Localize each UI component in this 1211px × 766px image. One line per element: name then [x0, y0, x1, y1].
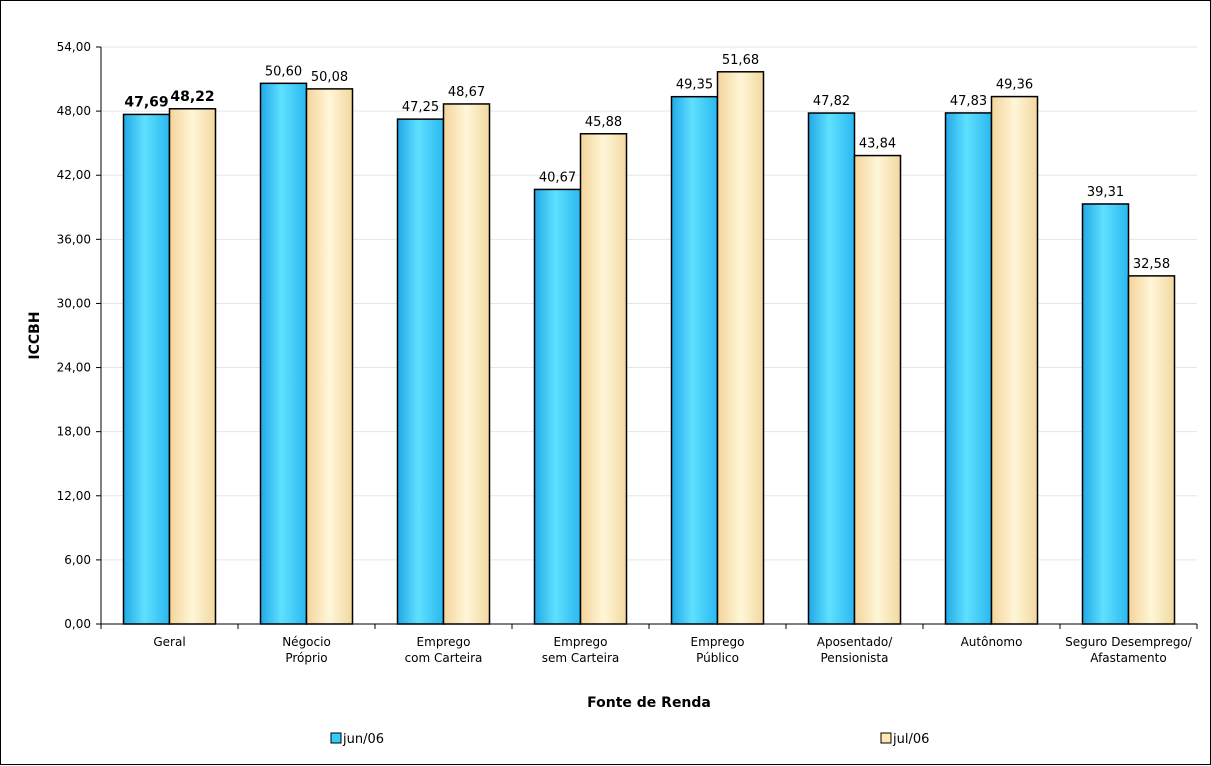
- data-label: 49,36: [996, 78, 1033, 93]
- bars: [122, 71, 1176, 625]
- bar-jul06: [853, 154, 902, 625]
- data-label: 47,82: [813, 94, 850, 109]
- data-label: 50,60: [265, 64, 302, 79]
- x-category-label: Geral: [153, 635, 185, 649]
- y-tick-label: 0,00: [64, 617, 91, 631]
- y-tick-label: 6,00: [64, 553, 91, 567]
- bar-jun06: [670, 95, 719, 625]
- data-label: 48,67: [448, 85, 485, 100]
- data-label: 40,67: [539, 170, 576, 185]
- data-label: 47,69: [124, 94, 168, 110]
- y-tick-label: 12,00: [57, 489, 91, 503]
- data-label: 43,84: [859, 137, 896, 152]
- bar-jun06: [1081, 203, 1130, 625]
- bar-jun06: [122, 113, 171, 625]
- legend: jun/06 jul/06: [330, 732, 929, 747]
- x-category-label: Autônomo: [961, 635, 1023, 649]
- data-label: 47,83: [950, 94, 987, 109]
- x-category-label: Aposentado/: [817, 635, 893, 649]
- bar-jun06: [944, 112, 993, 625]
- data-label: 50,08: [311, 70, 348, 85]
- x-category-label: sem Carteira: [542, 651, 620, 665]
- data-label: 49,35: [676, 78, 713, 93]
- y-axis-title: ICCBH: [27, 311, 43, 359]
- data-label: 48,22: [170, 89, 214, 105]
- x-category-label: Pensionista: [821, 651, 889, 665]
- y-axis-ticks: 0,00 6,00 12,00 18,00 24,00 30,00 36,00 42,00 48…: [57, 40, 101, 631]
- bar-jul06: [716, 71, 765, 625]
- x-category-label: Próprio: [285, 651, 327, 665]
- data-label: 47,25: [402, 100, 439, 115]
- legend-swatch: [880, 732, 892, 744]
- bar-jul06: [305, 88, 354, 625]
- data-label: 39,31: [1087, 185, 1124, 200]
- legend-swatch: [330, 732, 342, 744]
- bar-jul06: [1127, 275, 1176, 625]
- data-label: 32,58: [1133, 257, 1170, 272]
- x-category-label: Público: [696, 651, 739, 665]
- x-axis-title: Fonte de Renda: [587, 695, 711, 711]
- bar-jul06: [168, 108, 217, 625]
- bar-jul06: [579, 133, 628, 625]
- y-tick-label: 30,00: [57, 296, 91, 310]
- x-category-label: Emprego: [417, 635, 471, 649]
- y-tick-label: 42,00: [57, 168, 91, 182]
- data-label: 45,88: [585, 115, 622, 130]
- data-labels: 47,69 48,22 50,60 50,08 47,25 48,67 40,67 45,88…: [124, 53, 1170, 272]
- bar-jul06: [990, 95, 1039, 625]
- y-tick-label: 54,00: [57, 40, 91, 54]
- bar-jun06: [259, 82, 308, 625]
- bar-jun06: [807, 112, 856, 625]
- legend-label: jul/06: [892, 732, 929, 747]
- x-axis-categories: Geral Négocio Próprio Emprego com Carteira Em…: [100, 624, 1198, 665]
- x-category-label: Emprego: [554, 635, 608, 649]
- data-label: 51,68: [722, 53, 759, 68]
- bar-jun06: [533, 188, 582, 625]
- x-category-label: Seguro Desemprego/: [1065, 635, 1193, 649]
- y-tick-label: 24,00: [57, 361, 91, 375]
- x-category-label: Afastamento: [1090, 651, 1166, 665]
- legend-label: jun/06: [342, 732, 384, 747]
- y-tick-label: 18,00: [57, 425, 91, 439]
- x-category-label: Emprego: [691, 635, 745, 649]
- bar-jun06: [396, 118, 445, 625]
- bar-jul06: [442, 103, 491, 625]
- y-tick-label: 36,00: [57, 232, 91, 246]
- x-category-label: com Carteira: [405, 651, 483, 665]
- x-category-label: Négocio: [282, 635, 331, 649]
- y-tick-label: 48,00: [57, 104, 91, 118]
